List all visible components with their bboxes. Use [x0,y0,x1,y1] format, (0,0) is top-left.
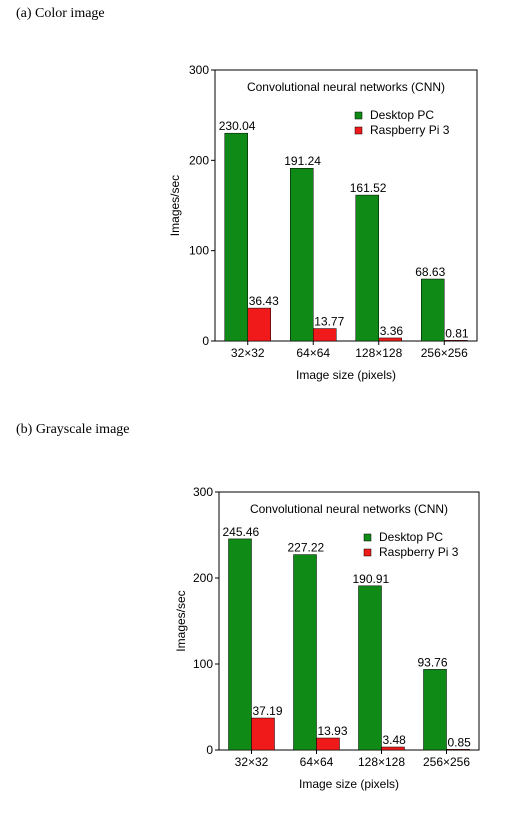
chart-a-x-tick-label: 32×32 [231,346,265,360]
chart-b-data-label-desktop: 227.22 [288,541,325,555]
chart-b-bar-raspberry [251,717,275,751]
chart-b-bar-raspberry [446,749,470,751]
chart-a-x-tick-label: 256×256 [421,346,468,360]
chart-b-bar-raspberry [381,746,405,751]
chart-b-bar-desktop [423,669,447,751]
chart-a-y-tick-label: 300 [189,63,209,77]
chart-b-data-label-desktop: 93.76 [418,655,448,669]
chart-b-legend-swatch-raspberry [363,548,372,557]
chart-b-bar-desktop [293,554,317,751]
chart-b-legend-label-raspberry: Raspberry Pi 3 [379,545,459,559]
chart-b-data-label-raspberry: 37.19 [253,704,283,718]
chart-a-legend-swatch-desktop [354,111,363,120]
chart-b-data-label-raspberry: 0.85 [448,735,472,749]
chart-a-legend-label-desktop: Desktop PC [370,108,434,122]
chart-a-data-label-raspberry: 0.81 [445,326,469,340]
chart-a-x-tick-label: 128×128 [355,346,402,360]
chart-b-chart-title: Convolutional neural networks (CNN) [250,502,448,516]
chart-a-bar-desktop [290,167,314,342]
chart-a-y-tick-label: 200 [189,153,209,167]
chart-b-x-axis-label: Image size (pixels) [299,777,399,791]
chart-a-data-label-desktop: 161.52 [350,181,387,195]
chart-a-plot-frame [214,69,478,342]
chart-a-bar-raspberry [444,340,468,342]
chart-b-bar-desktop [228,538,252,751]
chart-a-chart-title: Convolutional neural networks (CNN) [247,80,445,94]
chart-b-x-tick-label: 64×64 [300,755,334,769]
chart-b-y-axis-label: Images/sec [174,590,188,651]
chart-b-bar-raspberry [316,737,340,751]
chart-b-x-tick-label: 128×128 [358,755,405,769]
chart-a-legend-label-raspberry: Raspberry Pi 3 [370,123,450,137]
chart-a-bar-desktop [224,132,248,342]
chart-b-legend-label-desktop: Desktop PC [379,530,443,544]
chart-a-data-label-desktop: 191.24 [284,154,321,168]
chart-b-data-label-desktop: 190.91 [353,572,390,586]
chart-a-legend-swatch-raspberry [354,126,363,135]
chart-a-bar-raspberry [378,337,402,342]
chart-a-x-tick-label: 64×64 [296,346,330,360]
chart-b-y-tick-label: 200 [193,571,213,585]
chart-color-image: 0 100 200 300 Images/sec Convolutional neural… [168,63,478,382]
chart-grayscale-image: 0 100 200 300 Images/sec Convolutional neural… [174,485,480,791]
chart-b-x-tick-label: 256×256 [423,755,470,769]
chart-a-data-label-raspberry: 13.77 [314,315,344,329]
chart-a-data-label-desktop: 68.63 [415,265,445,279]
chart-a-bar-raspberry [247,307,271,342]
chart-b-data-label-raspberry: 3.48 [383,733,407,747]
chart-b-plot-frame [218,491,480,751]
chart-a-data-label-raspberry: 36.43 [249,294,279,308]
chart-a-x-axis-label: Image size (pixels) [296,368,396,382]
chart-a-data-label-raspberry: 3.36 [380,324,404,338]
figure-caption-b: (b) Grayscale image [16,422,130,437]
chart-b-y-tick-label: 100 [193,657,213,671]
chart-a-bar-desktop [355,194,379,342]
chart-b-y-tick-label: 300 [193,485,213,499]
chart-a-y-tick-label: 100 [189,244,209,258]
chart-a-bar-raspberry [313,328,337,342]
chart-b-legend-swatch-desktop [363,533,372,542]
figure-caption-a: (a) Color image [16,6,105,21]
chart-a-y-tick-label: 0 [202,334,209,348]
chart-a-y-axis-label: Images/sec [168,175,182,236]
chart-b-bar-desktop [358,585,382,751]
chart-a-bar-desktop [421,278,445,342]
chart-b-y-tick-label: 0 [206,743,213,757]
chart-b-data-label-raspberry: 13.93 [318,724,348,738]
chart-a-data-label-desktop: 230.04 [219,119,256,133]
chart-b-data-label-desktop: 245.46 [223,525,260,539]
chart-b-x-tick-label: 32×32 [235,755,269,769]
